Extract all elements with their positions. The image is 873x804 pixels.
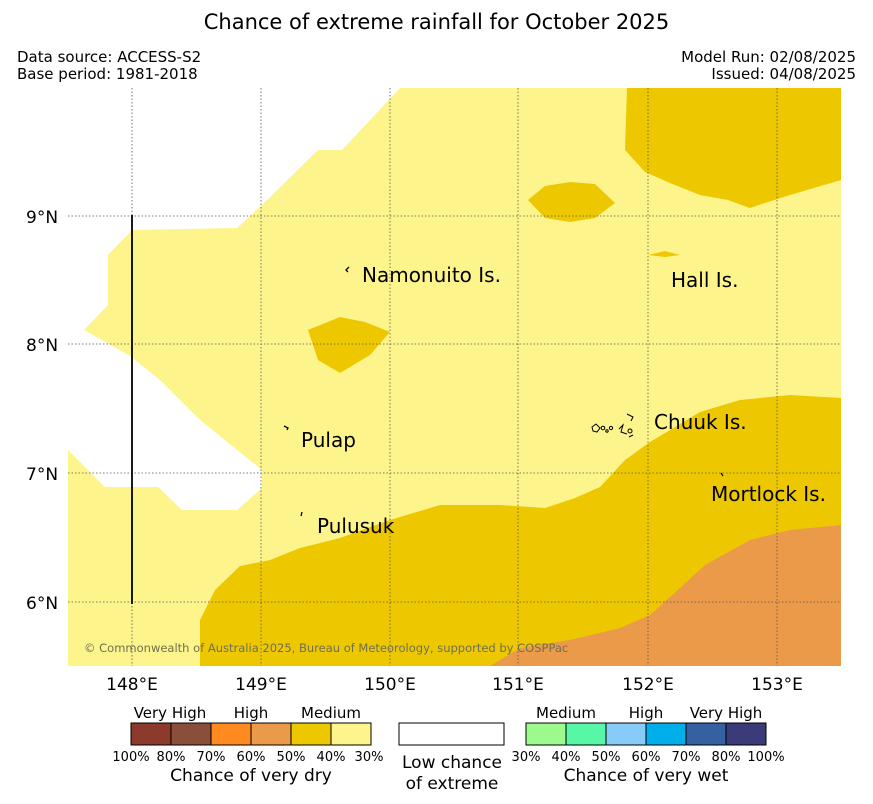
dry-40-50-region <box>308 317 390 373</box>
legend-wet-tick: 60% <box>632 750 661 765</box>
label-pulusuk: Pulusuk <box>317 514 395 538</box>
legend-wet-caption: Chance of very wet <box>564 766 729 786</box>
legend-wet-tick: 70% <box>672 750 701 765</box>
legend-dry-tick: 30% <box>355 750 384 765</box>
lon-label-149e: 149°E <box>235 675 287 695</box>
lon-label-153e: 153°E <box>751 675 803 695</box>
data-source: Data source: ACCESS-S2 <box>17 48 202 66</box>
legend-dry-cat-veryhigh: Very High <box>134 704 207 722</box>
legend-wet-swatch <box>646 723 686 745</box>
lon-label-151e: 151°E <box>492 675 544 695</box>
legend-wet-swatch <box>526 723 566 745</box>
legend-dry-swatch <box>331 723 371 745</box>
model-run: Model Run: 02/08/2025 <box>681 48 856 66</box>
mortlock-island-outline <box>720 472 724 477</box>
legend-wet-cat-high: High <box>629 704 663 722</box>
label-namonuito: Namonuito Is. <box>362 263 501 287</box>
legend-dry-tick: 40% <box>317 750 346 765</box>
lat-label-8n: 8°N <box>26 336 58 356</box>
legend-wet-swatch <box>566 723 606 745</box>
legend-dry-swatch <box>171 723 211 745</box>
lat-label-9n: 9°N <box>26 208 58 228</box>
legend-dry-cat-medium: Medium <box>301 704 361 722</box>
label-pulap: Pulap <box>301 428 356 452</box>
legend-wet-tick: 40% <box>552 750 581 765</box>
namonuito-island-outline <box>345 266 350 273</box>
legend-dry-tick: 70% <box>197 750 226 765</box>
legend-low-line1: Low chance <box>402 753 502 773</box>
legend-wet-tick: 80% <box>712 750 741 765</box>
legend-low-swatch <box>398 722 505 746</box>
copyright-text: © Commonwealth of Australia 2025, Bureau… <box>84 641 568 655</box>
legend-wet-cat-veryhigh: Very High <box>690 704 763 722</box>
legend-low-chance: Low chance of extreme <box>398 722 505 794</box>
dry-40-50-region <box>648 251 680 257</box>
legend-wet-swatch <box>726 723 766 745</box>
legend-dry-swatch <box>251 723 291 745</box>
lat-label-6n: 6°N <box>26 594 58 614</box>
map-area: Namonuito Is. Hall Is. Pulap Chuuk Is. M… <box>68 88 841 666</box>
pulusuk-island-outline <box>300 511 303 517</box>
legend-dry-caption: Chance of very dry <box>170 766 332 786</box>
legend-wet-swatch <box>606 723 646 745</box>
legend-dry-tick: 80% <box>157 750 186 765</box>
legend-dry-tick: 50% <box>277 750 306 765</box>
issued-date: Issued: 04/08/2025 <box>711 65 856 83</box>
label-mortlock: Mortlock Is. <box>711 482 826 506</box>
data-info: Data source: ACCESS-S2 Base period: 1981… <box>17 49 201 83</box>
base-period: Base period: 1981-2018 <box>17 65 198 83</box>
legend-dry-cat-high: High <box>234 704 268 722</box>
legend-dry-tick: 100% <box>112 750 149 765</box>
dry-40-50-region <box>528 182 615 222</box>
legend-dry-swatch <box>291 723 331 745</box>
lat-label-7n: 7°N <box>26 465 58 485</box>
legend-wet-swatch <box>686 723 726 745</box>
legend-wet: Medium High Very High 30% 40% 50% 60% 70… <box>512 704 785 786</box>
legend-low-line2: of extreme <box>406 774 499 794</box>
label-chuuk: Chuuk Is. <box>654 410 747 434</box>
legend-wet-tick: 100% <box>747 750 784 765</box>
legend-dry-swatch <box>211 723 251 745</box>
chuuk-island-outline <box>591 413 634 438</box>
lon-label-150e: 150°E <box>364 675 416 695</box>
label-hall: Hall Is. <box>671 268 738 292</box>
gridlines <box>68 88 841 666</box>
legend-dry-swatch <box>131 723 171 745</box>
dry-50-60-region <box>490 525 841 666</box>
legend-wet-tick: 50% <box>592 750 621 765</box>
legend-wet-tick: 30% <box>512 750 541 765</box>
pulap-island-outline <box>283 425 289 431</box>
lon-label-152e: 152°E <box>622 675 674 695</box>
legend-wet-cat-medium: Medium <box>536 704 596 722</box>
legend-dry-tick: 60% <box>237 750 266 765</box>
dry-40-50-region <box>625 88 841 208</box>
lon-label-148e: 148°E <box>106 675 158 695</box>
page-title: Chance of extreme rainfall for October 2… <box>203 10 670 34</box>
legend-dry: Very High High Medium 100% 80% 70% 60% 5… <box>112 704 383 786</box>
run-info: Model Run: 02/08/2025 Issued: 04/08/2025 <box>681 49 856 83</box>
